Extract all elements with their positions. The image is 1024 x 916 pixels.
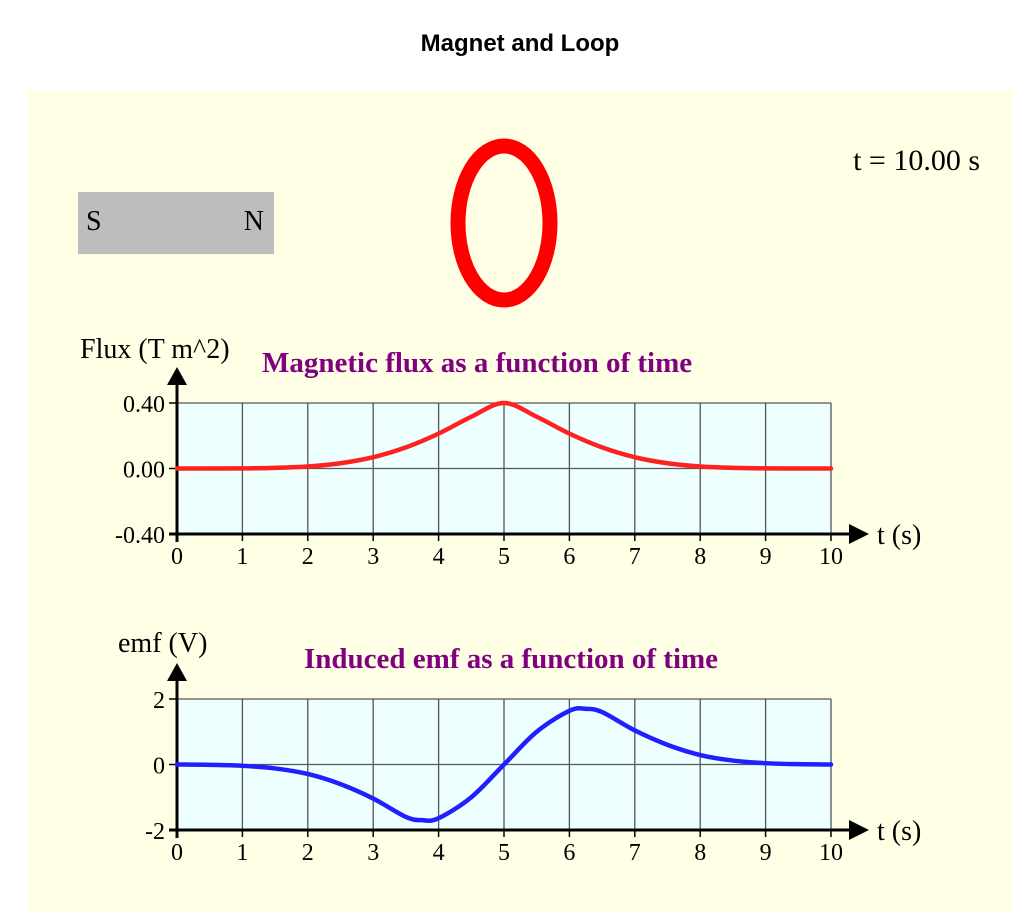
emf-x-axis-arrow (849, 820, 869, 840)
flux-y-axis-arrow (167, 367, 187, 385)
flux-x-tick-label: 2 (302, 544, 314, 570)
emf-x-axis-label: t (s) (877, 816, 921, 847)
magnet-south-pole-label: S (86, 206, 102, 237)
flux-x-axis-arrow (849, 524, 869, 544)
emf-x-tick-label: 5 (498, 840, 510, 866)
flux-y-tick-label: 0.40 (123, 392, 165, 418)
flux-x-axis-label: t (s) (877, 520, 921, 551)
flux-y-tick-label: -0.40 (115, 523, 165, 549)
flux-y-axis-label: Flux (T m^2) (80, 334, 230, 365)
emf-x-tick-label: 9 (760, 840, 772, 866)
emf-chart-title: Induced emf as a function of time (304, 643, 718, 675)
flux-y-tick-label: 0.00 (123, 458, 165, 484)
flux-chart-title: Magnetic flux as a function of time (262, 347, 692, 379)
emf-y-axis-arrow (167, 663, 187, 681)
emf-x-tick-label: 3 (367, 840, 379, 866)
flux-x-tick-label: 0 (171, 544, 183, 570)
flux-x-tick-label: 1 (236, 544, 248, 570)
emf-y-axis-label: emf (V) (118, 628, 207, 659)
wire-loop (450, 138, 558, 308)
emf-x-tick-label: 10 (819, 840, 843, 866)
flux-x-tick-label: 4 (433, 544, 445, 570)
bar-magnet[interactable]: S N (78, 192, 274, 254)
emf-x-tick-label: 0 (171, 840, 183, 866)
flux-x-tick-label: 3 (367, 544, 379, 570)
flux-x-tick-label: 6 (563, 544, 575, 570)
emf-x-tick-label: 2 (302, 840, 314, 866)
flux-x-tick-label: 8 (694, 544, 706, 570)
emf-x-tick-label: 8 (694, 840, 706, 866)
emf-x-tick-label: 4 (433, 840, 445, 866)
page-title: Magnet and Loop (420, 30, 620, 57)
flux-x-tick-label: 9 (760, 544, 772, 570)
flux-x-tick-label: 10 (819, 544, 843, 570)
magnet-north-pole-label: N (243, 206, 264, 237)
flux-curve (174, 400, 834, 471)
emf-curve (174, 706, 834, 823)
flux-x-tick-label: 7 (629, 544, 641, 570)
emf-y-tick-label: 0 (153, 754, 165, 780)
emf-y-tick-label: 2 (153, 688, 165, 714)
emf-x-tick-label: 6 (563, 840, 575, 866)
emf-x-tick-label: 1 (236, 840, 248, 866)
flux-chart: 0 1 2 3 4 5 6 7 8 9 10 0.40 0.00 -0.40 t (s) Flux (T m^… (80, 334, 921, 570)
emf-x-tick-label: 7 (629, 840, 641, 866)
flux-x-tick-label: 5 (498, 544, 510, 570)
emf-y-tick-label: -2 (145, 819, 165, 845)
time-readout: t = 10.00 s (853, 144, 980, 177)
